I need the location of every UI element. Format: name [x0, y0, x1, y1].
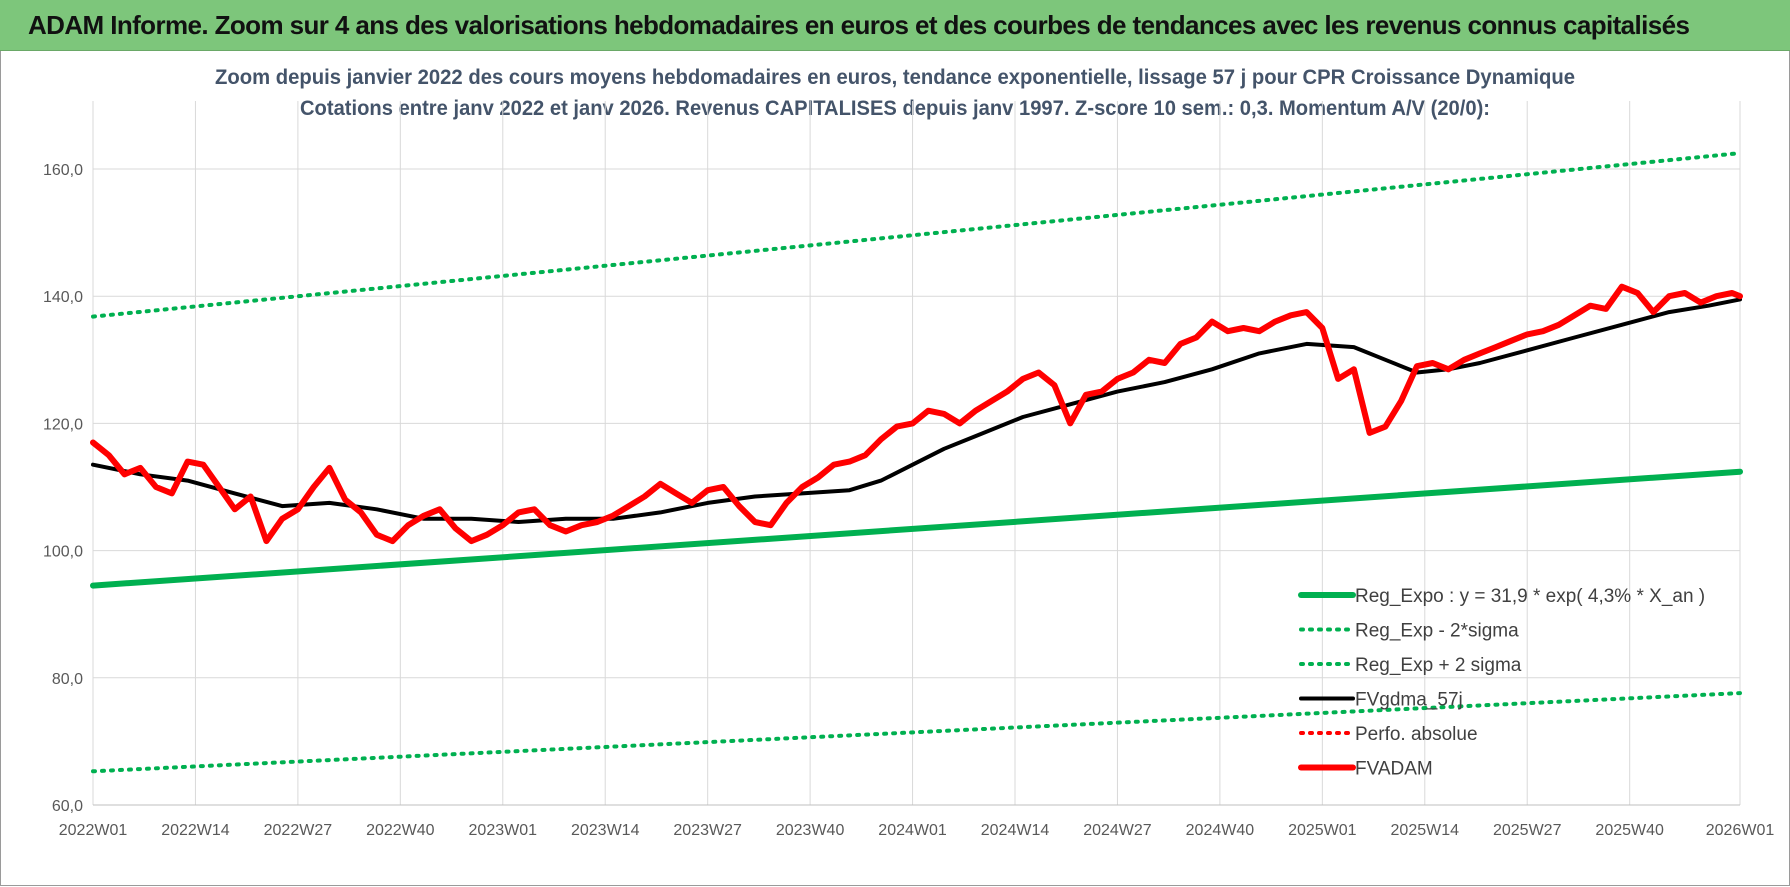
x-tick-label: 2024W27 [1083, 822, 1152, 839]
legend-label: Reg_Exp - 2*sigma [1355, 621, 1519, 642]
chart-title: Zoom depuis janvier 2022 des cours moyen… [215, 66, 1575, 89]
x-tick-label: 2023W27 [673, 822, 742, 839]
series-line-3 [91, 297, 1742, 524]
x-tick-label: 2022W14 [161, 822, 230, 839]
series-line-5 [90, 283, 1743, 545]
grid-lines [92, 101, 1741, 806]
x-axis: 2022W01 2022W14 2022W27 2022W40 2023W01 2023W… [59, 804, 1775, 839]
x-tick-label: 2024W40 [1186, 822, 1255, 839]
y-axis: 160,0 140,0 120,0 100,0 80,0 60,0 [43, 162, 83, 815]
legend-label: Perfo. absolue [1355, 724, 1478, 745]
series-layer [90, 151, 1743, 774]
y-tick-label: 140,0 [43, 289, 83, 306]
x-tick-label: 2026W01 [1706, 822, 1775, 839]
y-tick-label: 160,0 [43, 162, 83, 179]
header-banner: ADAM Informe. Zoom sur 4 ans des valoris… [0, 0, 1790, 52]
page-title: ADAM Informe. Zoom sur 4 ans des valoris… [28, 10, 1690, 40]
chart-subtitle: Cotations entre janv 2022 et janv 2026. … [300, 97, 1490, 120]
line-chart: Zoom depuis janvier 2022 des cours moyen… [43, 66, 1775, 839]
x-tick-label: 2022W01 [59, 822, 128, 839]
x-tick-label: 2025W14 [1391, 822, 1460, 839]
chart-frame: Zoom depuis janvier 2022 des cours moyen… [0, 51, 1790, 886]
x-tick-label: 2023W01 [469, 822, 538, 839]
series-line-2 [91, 151, 1742, 319]
series-line-0 [90, 468, 1743, 589]
x-tick-label: 2022W40 [366, 822, 435, 839]
chart-legend: Reg_Expo : y = 31,9 * exp( 4,3% * X_an )… [1298, 586, 1705, 780]
x-tick-label: 2023W40 [776, 822, 845, 839]
x-tick-label: 2023W14 [571, 822, 640, 839]
y-tick-label: 80,0 [52, 671, 83, 688]
y-tick-label: 60,0 [52, 798, 83, 815]
y-tick-label: 120,0 [43, 416, 83, 433]
x-tick-label: 2025W40 [1595, 822, 1664, 839]
y-tick-label: 100,0 [43, 544, 83, 561]
legend-label: FVgdma_57j [1355, 690, 1463, 711]
x-tick-label: 2022W27 [264, 822, 333, 839]
x-tick-label: 2025W01 [1288, 822, 1357, 839]
legend-label: Reg_Expo : y = 31,9 * exp( 4,3% * X_an ) [1355, 586, 1705, 607]
legend-label: Reg_Exp + 2 sigma [1355, 655, 1522, 676]
legend-label: FVADAM [1355, 759, 1433, 780]
x-tick-label: 2024W01 [878, 822, 947, 839]
x-tick-label: 2024W14 [981, 822, 1050, 839]
series-line-1 [91, 691, 1742, 774]
x-tick-label: 2025W27 [1493, 822, 1562, 839]
